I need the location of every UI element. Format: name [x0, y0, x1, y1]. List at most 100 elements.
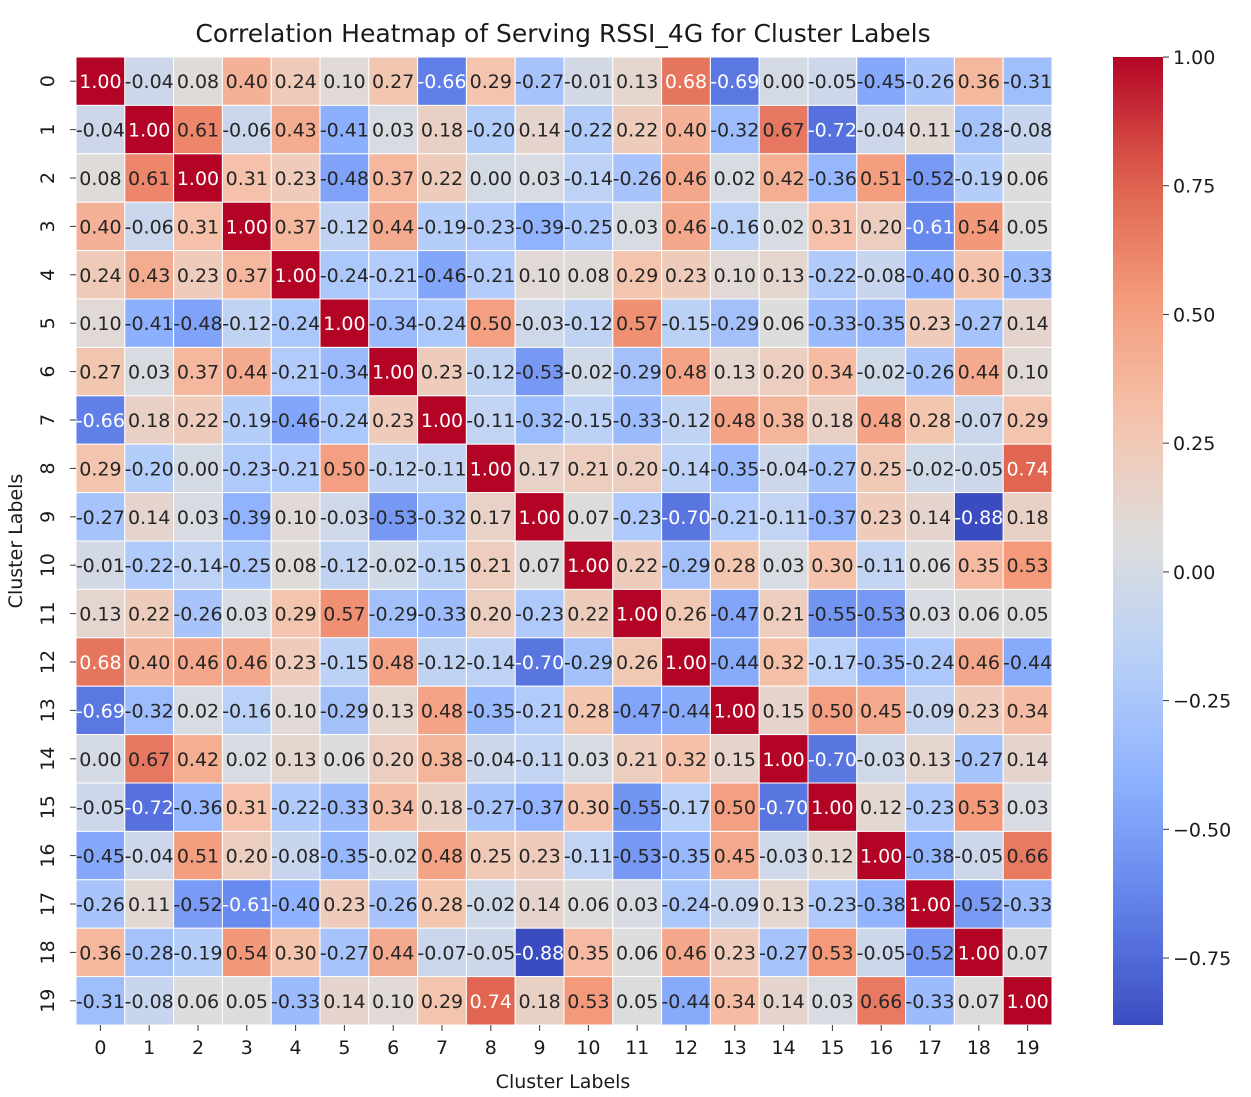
- heatmap-cell: [661, 153, 711, 203]
- heatmap-cell: [758, 879, 809, 929]
- cell-value-label: 0.54: [226, 942, 268, 964]
- cell-value-label: -0.47: [613, 700, 662, 722]
- cell-value-label: 0.12: [811, 846, 853, 868]
- heatmap-cell: [953, 492, 1004, 542]
- cell-value-label: -0.09: [710, 894, 759, 916]
- cell-value-label: 0.30: [567, 797, 609, 819]
- heatmap-cell: [612, 879, 663, 929]
- heatmap-cell: [465, 588, 516, 639]
- heatmap-cell: [807, 298, 858, 348]
- heatmap-cell: [368, 588, 419, 639]
- x-tick-label: 18: [967, 1037, 991, 1059]
- cell-value-label: 0.20: [372, 749, 414, 771]
- heatmap-cell: [856, 734, 907, 784]
- cell-value-label: 0.05: [1006, 604, 1048, 626]
- heatmap-cell: [270, 734, 321, 784]
- cell-value-label: 0.36: [958, 71, 1000, 93]
- heatmap-cell: [563, 734, 614, 784]
- cell-value-label: 0.12: [860, 797, 902, 819]
- heatmap-cell: [758, 346, 809, 397]
- cell-value-label: 0.13: [274, 749, 316, 771]
- heatmap-cell: [563, 637, 614, 687]
- cell-value-label: 0.14: [1006, 749, 1048, 771]
- cell-value-label: 1.00: [958, 942, 1000, 964]
- cell-value-label: 0.06: [958, 604, 1000, 626]
- heatmap-cell: [1002, 104, 1053, 155]
- cell-value-label: -0.03: [320, 507, 369, 529]
- cell-value-label: 0.06: [567, 894, 609, 916]
- heatmap-cell: [661, 879, 711, 929]
- y-tick-label: 0: [37, 75, 59, 87]
- heatmap-cell: [612, 201, 663, 252]
- heatmap-cell: [1002, 540, 1053, 590]
- cell-value-label: -0.53: [857, 604, 906, 626]
- cell-value-label: -0.72: [808, 120, 857, 142]
- heatmap-cell: [124, 153, 175, 203]
- cell-value-label: -0.08: [125, 991, 174, 1013]
- heatmap-cell: [612, 637, 663, 687]
- cell-value-label: 0.53: [811, 942, 853, 964]
- heatmap-cell: [758, 153, 809, 203]
- cell-value-label: 0.48: [372, 652, 414, 674]
- y-tick-label: 2: [37, 172, 59, 184]
- cell-value-label: 0.03: [226, 604, 268, 626]
- heatmap-cell: [1002, 685, 1053, 736]
- cell-value-label: -0.22: [271, 797, 320, 819]
- cell-value-label: -0.55: [808, 604, 857, 626]
- x-tick-label: 0: [94, 1037, 106, 1059]
- x-tick-label: 5: [338, 1037, 350, 1059]
- cell-value-label: 0.24: [79, 265, 121, 287]
- cell-value-label: 0.45: [714, 846, 756, 868]
- heatmap-cell: [758, 976, 809, 1026]
- cell-value-label: -0.31: [76, 991, 125, 1013]
- cell-value-label: -0.35: [466, 700, 515, 722]
- cell-value-label: 0.23: [323, 894, 365, 916]
- cell-value-label: 0.30: [958, 265, 1000, 287]
- heatmap-cell: [417, 830, 467, 881]
- cell-value-label: -0.04: [857, 120, 906, 142]
- heatmap-cell: [514, 782, 565, 832]
- cell-value-label: -0.27: [808, 458, 857, 480]
- cell-value-label: 0.18: [1006, 507, 1048, 529]
- cell-value-label: -0.05: [76, 797, 125, 819]
- heatmap-cell: [270, 298, 321, 348]
- cell-value-label: 0.13: [762, 265, 804, 287]
- cell-value-label: 0.02: [226, 749, 268, 771]
- cell-value-label: -0.11: [466, 410, 515, 432]
- cell-value-label: 0.03: [811, 991, 853, 1013]
- heatmap-cell: [807, 104, 858, 155]
- cell-value-label: 0.74: [1006, 458, 1048, 480]
- cell-value-label: -0.04: [125, 71, 174, 93]
- x-tick-label: 3: [241, 1037, 253, 1059]
- heatmap-cell: [319, 201, 370, 252]
- heatmap-cell: [417, 492, 467, 542]
- cell-value-label: -0.36: [808, 168, 857, 190]
- heatmap-cell: [221, 250, 272, 300]
- cell-value-label: -0.24: [417, 313, 466, 335]
- heatmap-cell: [758, 830, 809, 881]
- heatmap-cell: [709, 492, 760, 542]
- x-tick-label: 7: [436, 1037, 448, 1059]
- heatmap-cell: [319, 685, 370, 736]
- cell-value-label: -0.39: [222, 507, 271, 529]
- heatmap-cell: [807, 637, 858, 687]
- cell-value-label: -0.04: [466, 749, 515, 771]
- cell-value-label: 0.42: [177, 749, 219, 771]
- heatmap-cell: [856, 879, 907, 929]
- cell-value-label: -0.14: [466, 652, 515, 674]
- heatmap-cell: [465, 927, 516, 978]
- cell-value-label: -0.05: [466, 942, 515, 964]
- heatmap-cell: [417, 201, 467, 252]
- heatmap-cell: [173, 927, 223, 978]
- cell-value-label: 0.23: [177, 265, 219, 287]
- cell-value-label: -0.52: [173, 894, 222, 916]
- cell-value-label: -0.52: [905, 942, 954, 964]
- cell-value-label: -0.44: [661, 991, 710, 1013]
- cell-value-label: 0.07: [958, 991, 1000, 1013]
- colorbar-tick-label: −0.50: [1173, 819, 1231, 841]
- heatmap-cell: [709, 153, 760, 203]
- heatmap-cell: [75, 685, 126, 736]
- cell-value-label: 0.18: [811, 410, 853, 432]
- cell-value-label: -0.70: [661, 507, 710, 529]
